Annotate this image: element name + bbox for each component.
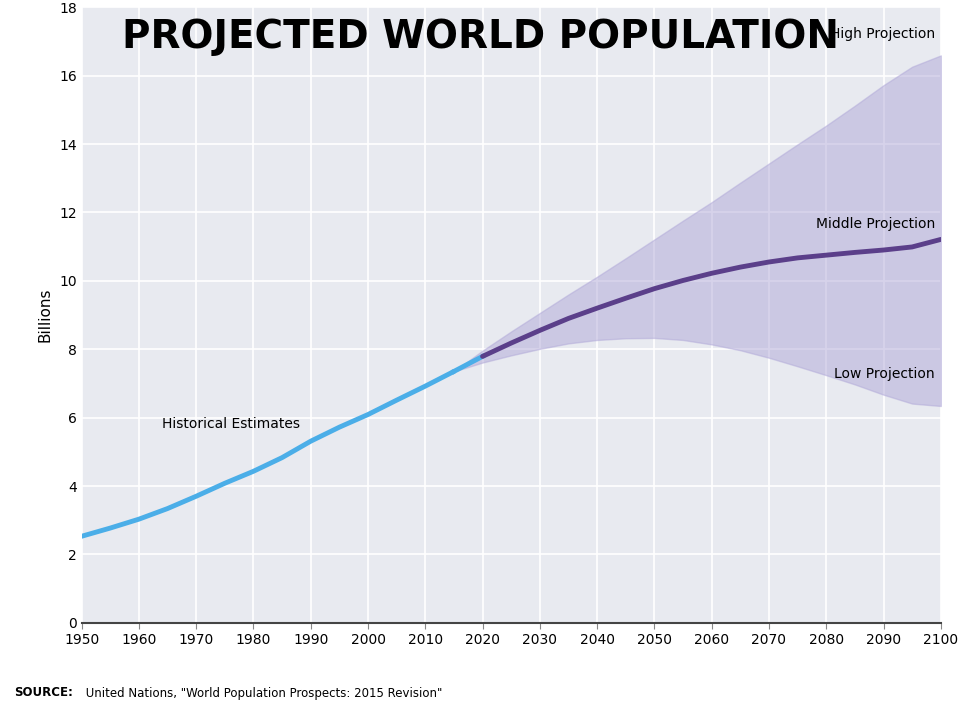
Text: BUSINESS INSIDER: BUSINESS INSIDER	[807, 688, 924, 698]
Text: United Nations, "World Population Prospects: 2015 Revision": United Nations, "World Population Prospe…	[82, 686, 442, 700]
Text: Low Projection: Low Projection	[834, 367, 935, 382]
Text: PROJECTED WORLD POPULATION: PROJECTED WORLD POPULATION	[122, 18, 838, 56]
Text: High Projection: High Projection	[830, 27, 935, 41]
Text: Middle Projection: Middle Projection	[816, 217, 935, 231]
Text: Historical Estimates: Historical Estimates	[162, 417, 300, 431]
Y-axis label: Billions: Billions	[37, 288, 52, 342]
Text: SOURCE:: SOURCE:	[14, 686, 73, 700]
